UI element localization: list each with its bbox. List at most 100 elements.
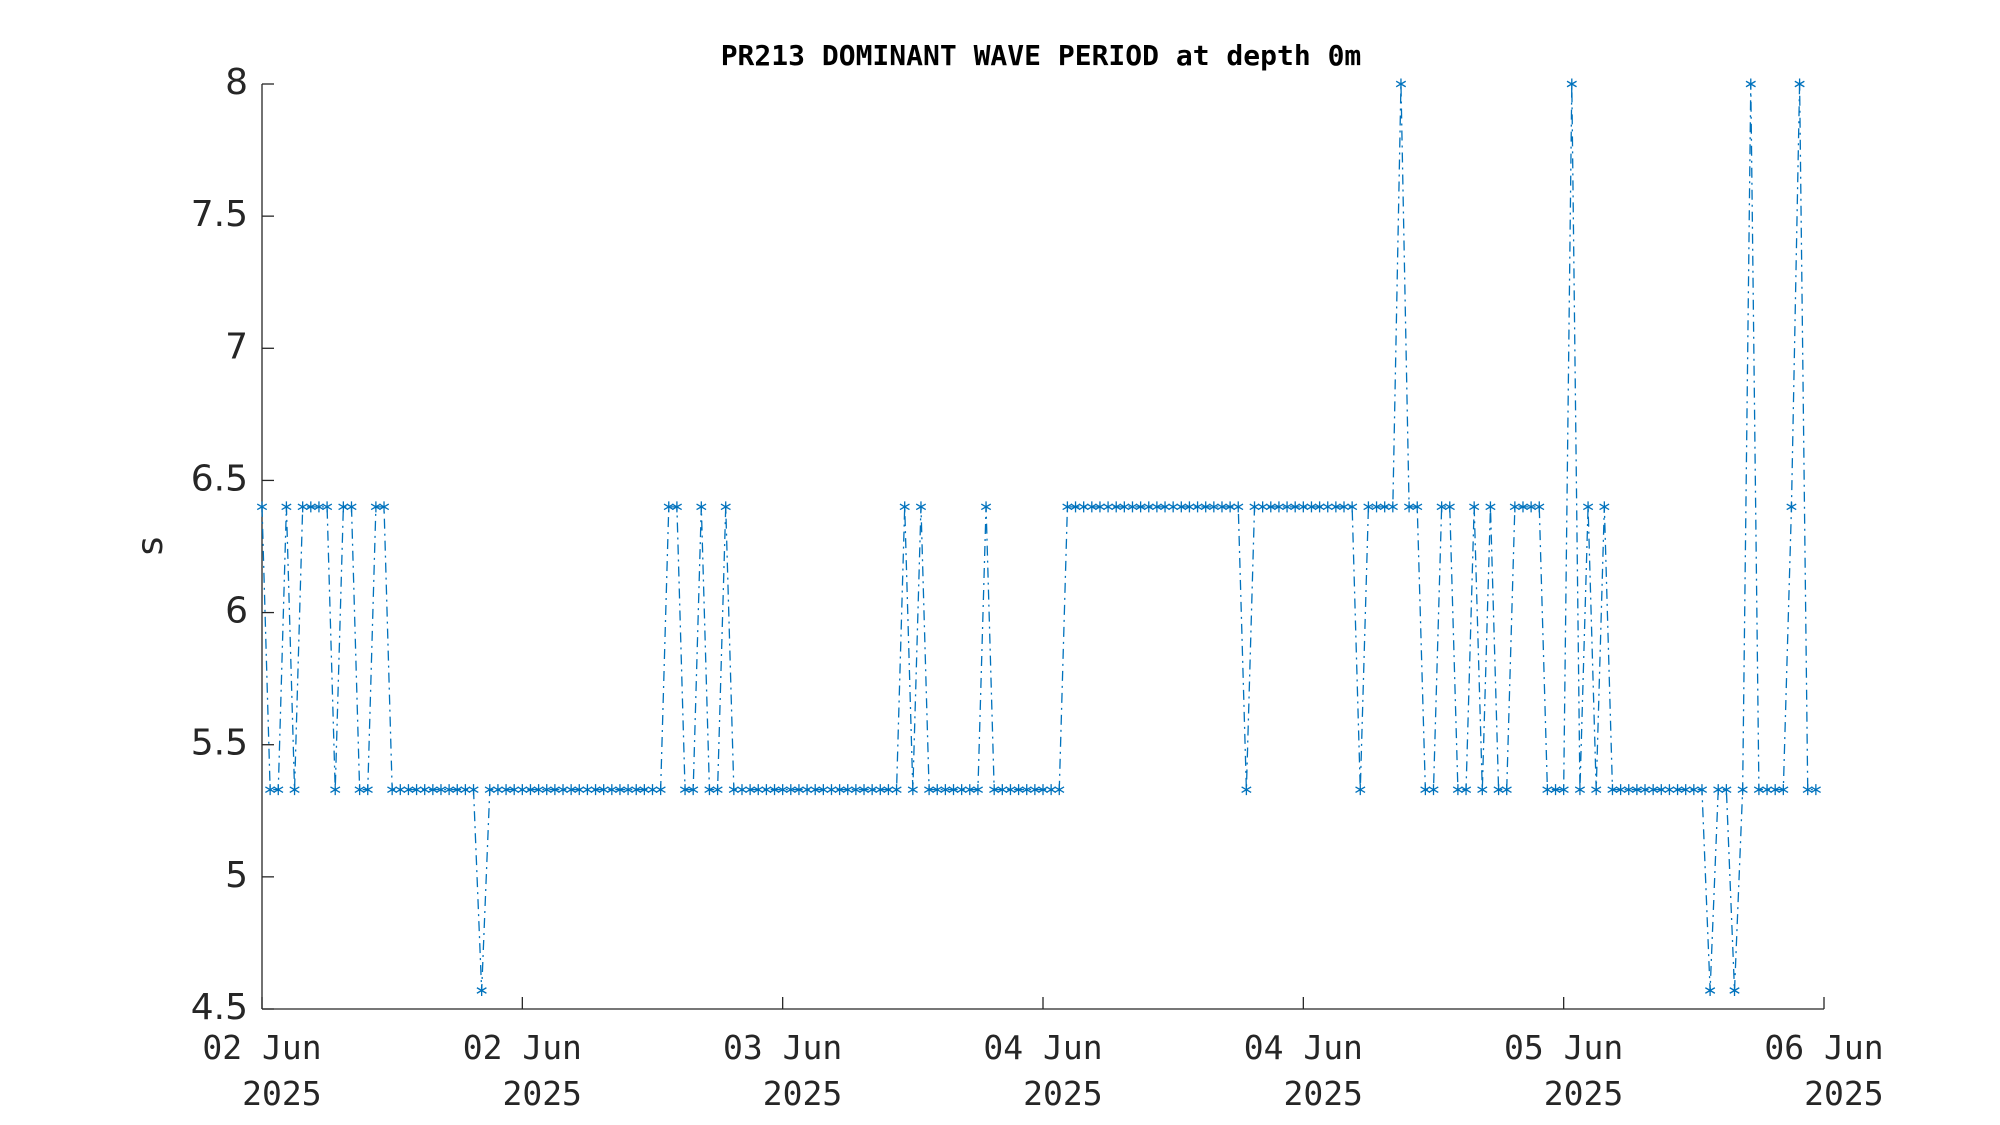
data-point: [1412, 501, 1423, 513]
data-point: [1550, 784, 1561, 796]
x-tick-label: 02 Jun 2025: [202, 1028, 322, 1113]
y-tick-label: 4.5: [191, 987, 248, 1028]
y-tick-label: 6.5: [191, 458, 248, 499]
data-point: [1257, 501, 1268, 513]
data-point: [1599, 501, 1610, 513]
data-point: [1216, 501, 1228, 513]
data-point: [818, 784, 829, 796]
data-point: [1013, 784, 1024, 796]
data-point: [875, 784, 886, 796]
data-point: [1290, 501, 1301, 513]
data-point: [1159, 501, 1171, 513]
data-point: [1729, 985, 1740, 996]
data-point: [1452, 784, 1463, 796]
data-point: [745, 784, 756, 796]
data-point: [1786, 501, 1797, 513]
data-point: [1168, 501, 1179, 513]
data-point: [1810, 784, 1821, 796]
data-point: [1151, 501, 1162, 513]
data-point: [980, 501, 992, 513]
data-point: [1770, 784, 1781, 796]
data-point: [1485, 501, 1496, 513]
data-point: [362, 784, 373, 796]
data-point: [1656, 784, 1667, 796]
data-point: [403, 784, 414, 796]
data-point: [631, 784, 642, 796]
data-point: [1127, 501, 1138, 513]
data-point: [1469, 501, 1480, 513]
data-point: [1054, 784, 1065, 796]
data-point: [444, 784, 455, 796]
data-point: [623, 784, 634, 796]
data-point: [354, 784, 365, 796]
y-tick-label: 7.5: [191, 194, 248, 235]
data-point: [989, 784, 1000, 796]
data-point: [1249, 501, 1260, 513]
data-point: [1135, 501, 1146, 513]
data-point: [761, 784, 772, 796]
y-axis-label: s: [130, 537, 171, 556]
data-point: [452, 784, 463, 796]
data-point: [712, 784, 723, 796]
data-point: [671, 501, 682, 513]
data-point: [1379, 501, 1390, 513]
data-point: [1753, 784, 1765, 796]
data-point: [1314, 501, 1325, 513]
data-point: [1371, 501, 1382, 513]
data-point: [1460, 784, 1472, 796]
series-line: [261, 83, 1816, 991]
data-point: [297, 501, 308, 513]
data-point: [972, 784, 984, 796]
data-point: [842, 784, 853, 796]
data-point: [1176, 501, 1187, 513]
data-point: [1330, 501, 1341, 513]
data-point: [1615, 784, 1626, 796]
data-point: [1428, 784, 1439, 796]
data-point: [1184, 501, 1195, 513]
data-point: [696, 501, 707, 513]
data-point: [1119, 501, 1130, 513]
data-point: [557, 784, 569, 796]
data-point: [1029, 784, 1040, 796]
data-point: [858, 784, 870, 796]
data-point: [663, 501, 674, 513]
data-point: [509, 784, 520, 796]
data-point: [720, 501, 731, 513]
data-point: [1517, 501, 1529, 513]
data-point: [1696, 784, 1708, 796]
data-point: [704, 784, 715, 796]
data-point: [1713, 784, 1724, 796]
data-point: [387, 784, 398, 796]
data-point: [533, 784, 544, 796]
data-point: [1509, 501, 1520, 513]
data-point: [273, 784, 284, 796]
data-point: [907, 784, 918, 796]
data-point: [1062, 501, 1073, 513]
data-point: [1306, 501, 1317, 513]
data-point: [1501, 784, 1512, 796]
data-point: [370, 501, 381, 513]
data-point: [753, 784, 764, 796]
data-point: [468, 784, 479, 796]
data-point: [655, 784, 666, 796]
data-point: [1794, 78, 1805, 90]
x-tick-label: 04 Jun 2025: [983, 1028, 1103, 1113]
data-point: [728, 784, 739, 796]
data-point: [1233, 501, 1244, 513]
data-point: [1680, 784, 1691, 796]
data-point: [940, 784, 951, 796]
data-point: [1672, 784, 1683, 796]
data-point: [598, 784, 609, 796]
data-point: [1705, 985, 1716, 996]
data-point: [321, 501, 333, 513]
data-point: [1143, 501, 1154, 513]
y-tick-label: 5: [225, 855, 248, 896]
data-point: [1607, 784, 1618, 796]
data-point: [1298, 501, 1309, 513]
data-point: [484, 784, 495, 796]
x-tick-label: 06 Jun 2025: [1764, 1028, 1884, 1113]
data-point: [1591, 784, 1602, 796]
data-point: [1534, 501, 1545, 513]
y-tick-label: 6: [225, 591, 248, 632]
data-point: [1648, 784, 1659, 796]
